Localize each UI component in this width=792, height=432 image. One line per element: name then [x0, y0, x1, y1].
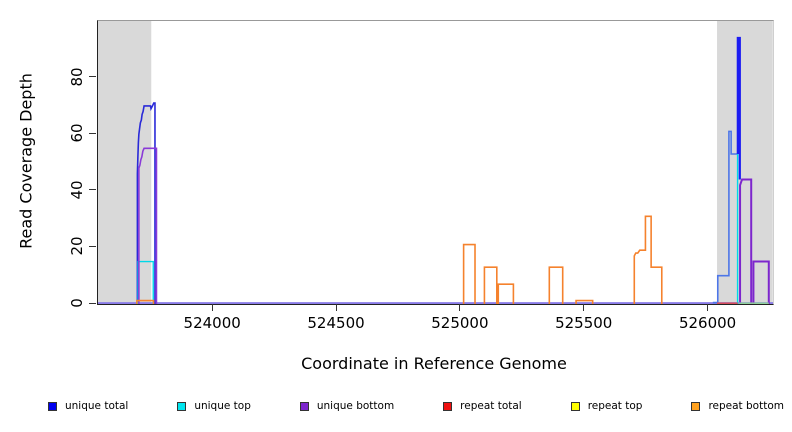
series-unique-bottom-segment: [139, 148, 157, 304]
shaded-region-left: [98, 21, 152, 304]
series-repeat-bottom-segment: [137, 301, 154, 304]
series-unique-total-segment: [137, 103, 155, 304]
legend-label: unique bottom: [316, 400, 395, 412]
y-tick-label: 40: [68, 180, 86, 200]
y-tick-label: 20: [68, 236, 86, 256]
series-repeat-bottom-segment: [549, 267, 562, 304]
x-tick-label: 525000: [431, 314, 489, 332]
x-tick-label: 526000: [678, 314, 737, 332]
legend-item-unique-total: unique total: [48, 400, 128, 412]
series-repeat-bottom-segment: [498, 284, 513, 304]
legend-label: unique total: [65, 400, 129, 412]
legend-swatch-unique-total: [48, 401, 57, 411]
legend-label: repeat top: [587, 400, 643, 412]
legend-swatch-repeat-total: [443, 401, 453, 411]
x-axis-title: Coordinate in Reference Genome: [301, 354, 567, 373]
x-tick-mark: [211, 304, 213, 311]
series-unique-bottom-segment: [740, 179, 751, 304]
legend-item-unique-bottom: unique bottom: [299, 400, 395, 412]
plot-area: [97, 20, 774, 305]
y-tick-label: 80: [68, 67, 86, 87]
y-tick-mark: [89, 245, 96, 247]
legend-swatch-unique-top: [177, 401, 187, 411]
x-tick-mark: [707, 304, 709, 311]
y-tick-mark: [89, 189, 96, 191]
x-tick-label: 524500: [307, 314, 365, 332]
x-tick-mark: [583, 304, 585, 311]
x-tick-mark: [459, 304, 461, 311]
legend-swatch-unique-bottom: [299, 401, 309, 411]
legend-swatch-repeat-bottom: [691, 401, 701, 411]
x-tick-label: 524000: [183, 314, 241, 332]
y-axis-title: Read Coverage Depth: [16, 73, 36, 249]
series-repeat-bottom-segment: [464, 245, 475, 304]
y-tick-mark: [89, 132, 96, 134]
legend-label: unique top: [194, 400, 251, 412]
legend-label: repeat bottom: [708, 400, 784, 412]
series-repeat-bottom-segment: [576, 301, 593, 304]
y-tick-mark: [89, 302, 96, 304]
legend: unique total unique top unique bottom repea…: [48, 400, 784, 412]
y-tick-label: 60: [68, 123, 86, 143]
series-repeat-bottom-segment: [484, 267, 496, 304]
series-unique-total-segment: [738, 38, 740, 180]
legend-item-repeat-top: repeat top: [570, 400, 643, 412]
series-repeat-bottom-segment: [634, 216, 661, 304]
legend-label: repeat total: [460, 400, 522, 412]
legend-swatch-repeat-top: [570, 401, 580, 411]
coverage-chart: [98, 21, 773, 304]
x-tick-mark: [335, 304, 337, 311]
x-tick-label: 525500: [555, 314, 613, 332]
legend-item-unique-top: unique top: [177, 400, 251, 412]
y-tick-mark: [89, 76, 96, 78]
y-tick-label: 0: [68, 298, 86, 308]
series-unique-bottom-segment: [753, 262, 768, 304]
series-unique-total-segment: [713, 131, 738, 302]
legend-item-repeat-bottom: repeat bottom: [691, 400, 784, 412]
shaded-region-right: [717, 21, 773, 304]
legend-item-repeat-total: repeat total: [443, 400, 522, 412]
